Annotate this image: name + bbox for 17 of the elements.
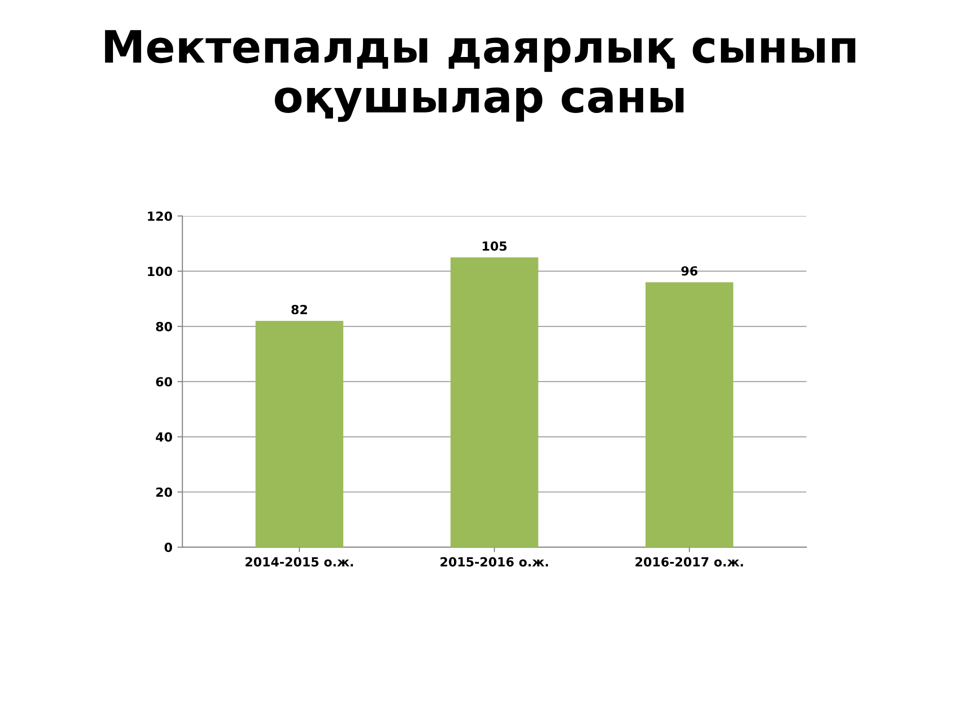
- bar: [646, 282, 734, 548]
- x-tick-label: 2014-2015 о.ж.: [246, 557, 353, 567]
- y-tick-label: 0: [164, 542, 172, 552]
- bar: [256, 320, 344, 548]
- data-label: 105: [482, 241, 507, 251]
- y-tick-label: 120: [148, 211, 172, 221]
- x-tick-label: 2015-2016 о.ж.: [440, 557, 548, 567]
- bar: [450, 257, 538, 548]
- data-label: 82: [291, 304, 308, 314]
- y-tick-label: 100: [148, 266, 172, 276]
- x-tick-label: 2016-2017 о.ж.: [636, 557, 743, 567]
- y-tick-label: 20: [156, 487, 172, 497]
- chart-title: Мектепалды даярлық сынып оқушылар саны: [105, 30, 856, 122]
- y-tick-label: 80: [156, 322, 172, 332]
- data-label: 96: [681, 266, 698, 276]
- y-tick-label: 40: [156, 432, 172, 442]
- y-tick-label: 60: [156, 377, 172, 387]
